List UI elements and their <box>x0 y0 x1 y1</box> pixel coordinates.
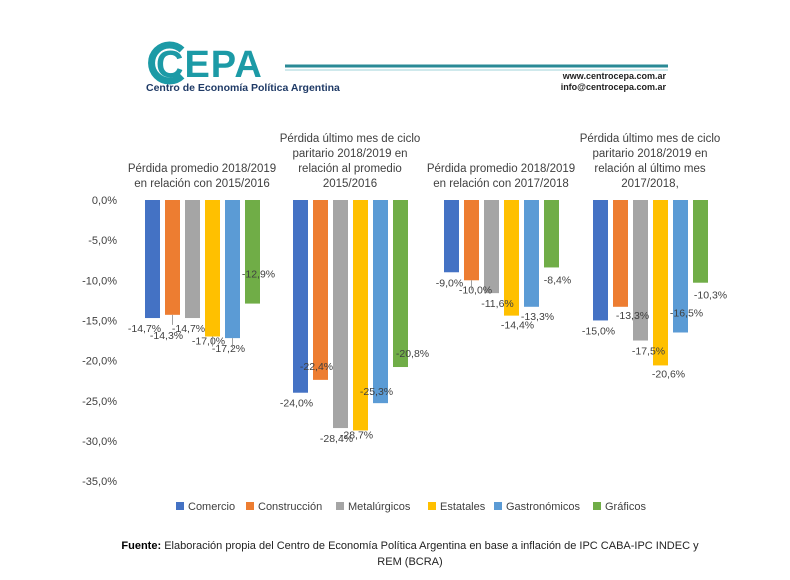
data-label: -16,5% <box>670 307 703 319</box>
website-text: www.centrocepa.com.ar <box>562 71 667 81</box>
category-caption-line: relación al promedio <box>298 163 402 175</box>
data-label: -14,7% <box>128 323 161 335</box>
bar-metalúrgicos-3 <box>484 200 499 294</box>
bar-estatales-1 <box>205 200 220 337</box>
legend-label: Gastronómicos <box>506 501 580 513</box>
data-label: -25,3% <box>360 386 393 398</box>
bar-comercio-4 <box>593 200 608 321</box>
bar-estatales-4 <box>653 200 668 366</box>
data-label: -12,9% <box>242 269 275 281</box>
legend-label: Gráficos <box>605 501 646 513</box>
y-tick-label: -10,0% <box>82 275 117 287</box>
y-tick-label: -5,0% <box>88 235 117 247</box>
data-label: -14,3% <box>150 330 183 342</box>
bar-estatales-3 <box>504 200 519 316</box>
data-label: -17,0% <box>192 336 225 348</box>
bar-gastronómicos-2 <box>373 200 388 404</box>
source-text: Elaboración propia del Centro de Economí… <box>164 540 699 568</box>
data-label: -14,7% <box>172 323 205 335</box>
legend-swatch-gastronómicos <box>494 502 502 510</box>
legend-swatch-gráficos <box>593 502 601 510</box>
y-tick-label: -15,0% <box>82 315 117 327</box>
category-caption-line: 2015/2016 <box>323 178 377 190</box>
data-label: -20,6% <box>652 368 685 380</box>
org-name: Centro de Economía Política Argentina <box>146 82 340 94</box>
logo-c-ring <box>148 41 185 85</box>
legend-swatch-comercio <box>176 502 184 510</box>
category-caption-line: en relación con 2017/2018 <box>433 178 569 190</box>
bar-comercio-1 <box>145 200 160 319</box>
header-graphic: CEPA Centro de Economía Política Argenti… <box>146 41 668 94</box>
legend-swatch-construcción <box>246 502 254 510</box>
logo-text: CEPA <box>156 44 263 86</box>
data-label: -15,0% <box>582 325 615 337</box>
source-label: Fuente: <box>121 540 162 552</box>
cepa-logo: CEPA Centro de Economía Política Argenti… <box>146 41 340 94</box>
category-caption-line: paritario 2018/2019 en <box>292 148 407 160</box>
bar-construcción-3 <box>464 200 479 281</box>
y-tick-label: 0,0% <box>92 195 117 207</box>
category-caption-line: Pérdida promedio 2018/2019 <box>427 163 575 175</box>
data-label: -24,0% <box>280 398 313 410</box>
report-header: CEPA Centro de Economía Política Argenti… <box>0 0 790 110</box>
data-label: -13,3% <box>521 311 554 323</box>
bar-comercio-2 <box>293 200 308 393</box>
data-label: -22,4% <box>300 361 333 373</box>
data-label: -20,8% <box>396 348 429 360</box>
email-text: info@centrocepa.com.ar <box>561 82 667 92</box>
bar-gastronómicos-4 <box>673 200 688 333</box>
data-label: -28,4% <box>320 433 353 445</box>
category-caption-line: paritario 2018/2019 en <box>592 148 707 160</box>
data-labels: -14,7% -24,0% -9,0% -15,0% -14,3% -22,4% -10,0… <box>128 269 727 445</box>
data-label: -11,6% <box>481 298 514 310</box>
category-caption-line: Pérdida último mes de ciclo <box>580 133 721 145</box>
bar-gastronómicos-3 <box>524 200 539 307</box>
source-note: Fuente: Elaboración propia del Centro de… <box>110 538 710 570</box>
data-label: -9,0% <box>436 277 463 289</box>
legend: Comercio Construcción Metalúrgicos Estatale… <box>176 501 646 513</box>
data-label: -8,4% <box>544 274 571 286</box>
category-caption-line: Pérdida promedio 2018/2019 <box>128 163 276 175</box>
category-caption-line: en relación con 2015/2016 <box>134 178 270 190</box>
bar-gráficos-4 <box>693 200 708 283</box>
legend-label: Construcción <box>258 501 322 513</box>
legend-label: Metalúrgicos <box>348 501 411 513</box>
legend-swatch-metalúrgicos <box>336 502 344 510</box>
y-axis: 0,0% -5,0% -10,0% -15,0% -20,0% -25,0% -30,0% -… <box>82 195 117 488</box>
bar-gráficos-3 <box>544 200 559 268</box>
y-tick-label: -30,0% <box>82 436 117 448</box>
bars <box>145 200 708 431</box>
legend-swatch-estatales <box>428 502 436 510</box>
bar-construcción-4 <box>613 200 628 307</box>
bar-comercio-3 <box>444 200 459 273</box>
bar-chart: Pérdida promedio 2018/2019 en relación co… <box>82 133 727 513</box>
bar-construcción-1 <box>165 200 180 315</box>
bar-construcción-2 <box>313 200 328 380</box>
bar-metalúrgicos-2 <box>333 200 348 429</box>
data-label: -17,5% <box>632 346 665 358</box>
category-captions: Pérdida promedio 2018/2019 en relación co… <box>128 133 720 190</box>
bar-gráficos-2 <box>393 200 408 368</box>
bar-gráficos-1 <box>245 200 260 304</box>
data-label: -14,4% <box>501 320 534 332</box>
data-label: -13,3% <box>616 310 649 322</box>
data-label: -10,0% <box>459 284 492 296</box>
legend-label: Estatales <box>440 501 486 513</box>
data-label: -10,3% <box>694 290 727 302</box>
bar-metalúrgicos-1 <box>185 200 200 319</box>
data-label: -28,7% <box>340 429 373 441</box>
legend-label: Comercio <box>188 501 235 513</box>
y-tick-label: -35,0% <box>82 476 117 488</box>
data-label: -17,2% <box>212 343 245 355</box>
bar-gastronómicos-1 <box>225 200 240 339</box>
category-caption-line: relación al último mes <box>594 163 705 175</box>
category-caption-line: Pérdida último mes de ciclo <box>280 133 421 145</box>
y-tick-label: -25,0% <box>82 396 117 408</box>
bar-metalúrgicos-4 <box>633 200 648 341</box>
category-caption-line: 2017/2018, <box>621 178 679 190</box>
y-tick-label: -20,0% <box>82 356 117 368</box>
bar-estatales-2 <box>353 200 368 431</box>
